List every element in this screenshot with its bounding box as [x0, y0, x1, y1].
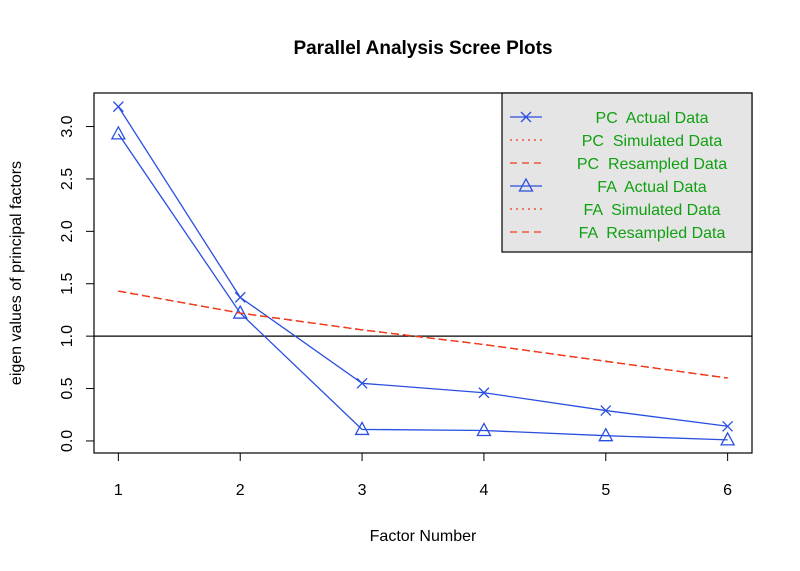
- marker: [600, 405, 612, 417]
- legend-box: [501, 92, 753, 253]
- y-tick-label: 2.5: [59, 168, 76, 190]
- y-tick-label: 1.5: [59, 273, 76, 295]
- plot-frame: [93, 92, 753, 454]
- legend-label: FA Simulated Data: [584, 202, 721, 219]
- x-tick-label: 4: [479, 482, 488, 499]
- marker: [234, 291, 246, 303]
- marker: [720, 431, 736, 446]
- y-tick-label: 3.0: [59, 115, 76, 137]
- y-tick-label: 0.0: [59, 430, 76, 452]
- marker: [478, 387, 490, 399]
- legend-marker: [518, 177, 534, 192]
- marker: [356, 377, 368, 389]
- x-tick-label: 2: [236, 482, 245, 499]
- marker: [598, 427, 614, 442]
- marker: [476, 422, 492, 437]
- x-tick-label: 5: [601, 482, 610, 499]
- marker: [354, 421, 370, 436]
- legend-label: PC Simulated Data: [582, 133, 723, 150]
- series-line: [118, 290, 728, 379]
- y-tick-label: 2.0: [59, 220, 76, 242]
- legend-marker: [520, 111, 532, 123]
- y-tick-label: 1.0: [59, 325, 76, 347]
- x-tick-label: 3: [358, 482, 367, 499]
- x-tick-label: 6: [723, 482, 732, 499]
- legend-label: PC Resampled Data: [577, 156, 727, 173]
- y-tick-label: 0.5: [59, 377, 76, 399]
- marker: [722, 420, 734, 432]
- series-line: [117, 106, 728, 427]
- marker: [112, 101, 124, 113]
- marker: [110, 125, 126, 140]
- legend-label: PC Actual Data: [596, 110, 709, 127]
- x-axis-label: Factor Number: [370, 528, 477, 545]
- x-tick-label: 1: [114, 482, 123, 499]
- y-axis-label: eigen values of principal factors: [8, 161, 25, 385]
- series-line: [117, 133, 728, 441]
- legend-label: FA Actual Data: [597, 179, 707, 196]
- chart-title: Parallel Analysis Scree Plots: [293, 38, 552, 59]
- legend-label: FA Resampled Data: [579, 225, 726, 242]
